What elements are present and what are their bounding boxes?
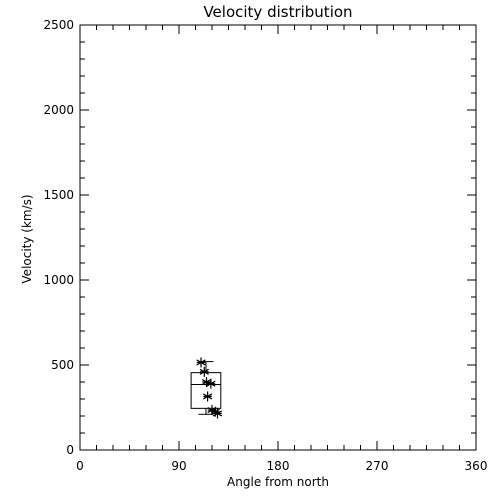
- plot-frame: [79, 24, 477, 451]
- axis-ticks: [79, 24, 477, 451]
- chart-title: Velocity distribution: [203, 3, 352, 21]
- y-tick-label: 1000: [43, 273, 74, 287]
- data-point: [202, 391, 213, 402]
- x-tick-label: 0: [76, 459, 84, 473]
- data-point: [196, 357, 206, 368]
- data-points: [196, 357, 223, 419]
- x-tick-label: 90: [171, 459, 186, 473]
- y-tick-label: 0: [66, 443, 74, 457]
- data-point: [201, 377, 212, 387]
- y-axis-title: Velocity (km/s): [20, 194, 34, 283]
- y-tick-label: 2000: [43, 103, 74, 117]
- x-tick-label: 360: [465, 459, 488, 473]
- x-tick-label: 270: [366, 459, 389, 473]
- tick-labels: 0 90 180 270 360 0 500 1000 1500 2000 2500: [43, 18, 487, 473]
- data-point: [199, 366, 209, 377]
- boxplot: [190, 361, 222, 415]
- x-axis-title: Angle from north: [227, 475, 329, 489]
- y-tick-label: 1500: [43, 188, 74, 202]
- y-tick-label: 500: [51, 358, 74, 372]
- data-point: [206, 378, 216, 389]
- x-tick-label: 180: [267, 459, 290, 473]
- y-tick-label: 2500: [43, 18, 74, 32]
- data-point: [212, 408, 223, 419]
